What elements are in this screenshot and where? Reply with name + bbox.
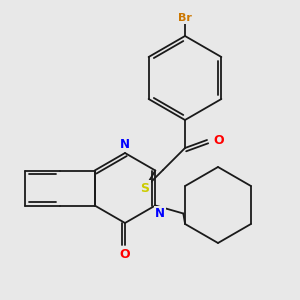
Text: Br: Br — [178, 13, 192, 23]
Text: S: S — [140, 182, 149, 194]
Text: N: N — [120, 137, 130, 151]
Text: O: O — [120, 248, 130, 262]
Text: N: N — [155, 207, 165, 220]
Text: O: O — [214, 134, 224, 146]
